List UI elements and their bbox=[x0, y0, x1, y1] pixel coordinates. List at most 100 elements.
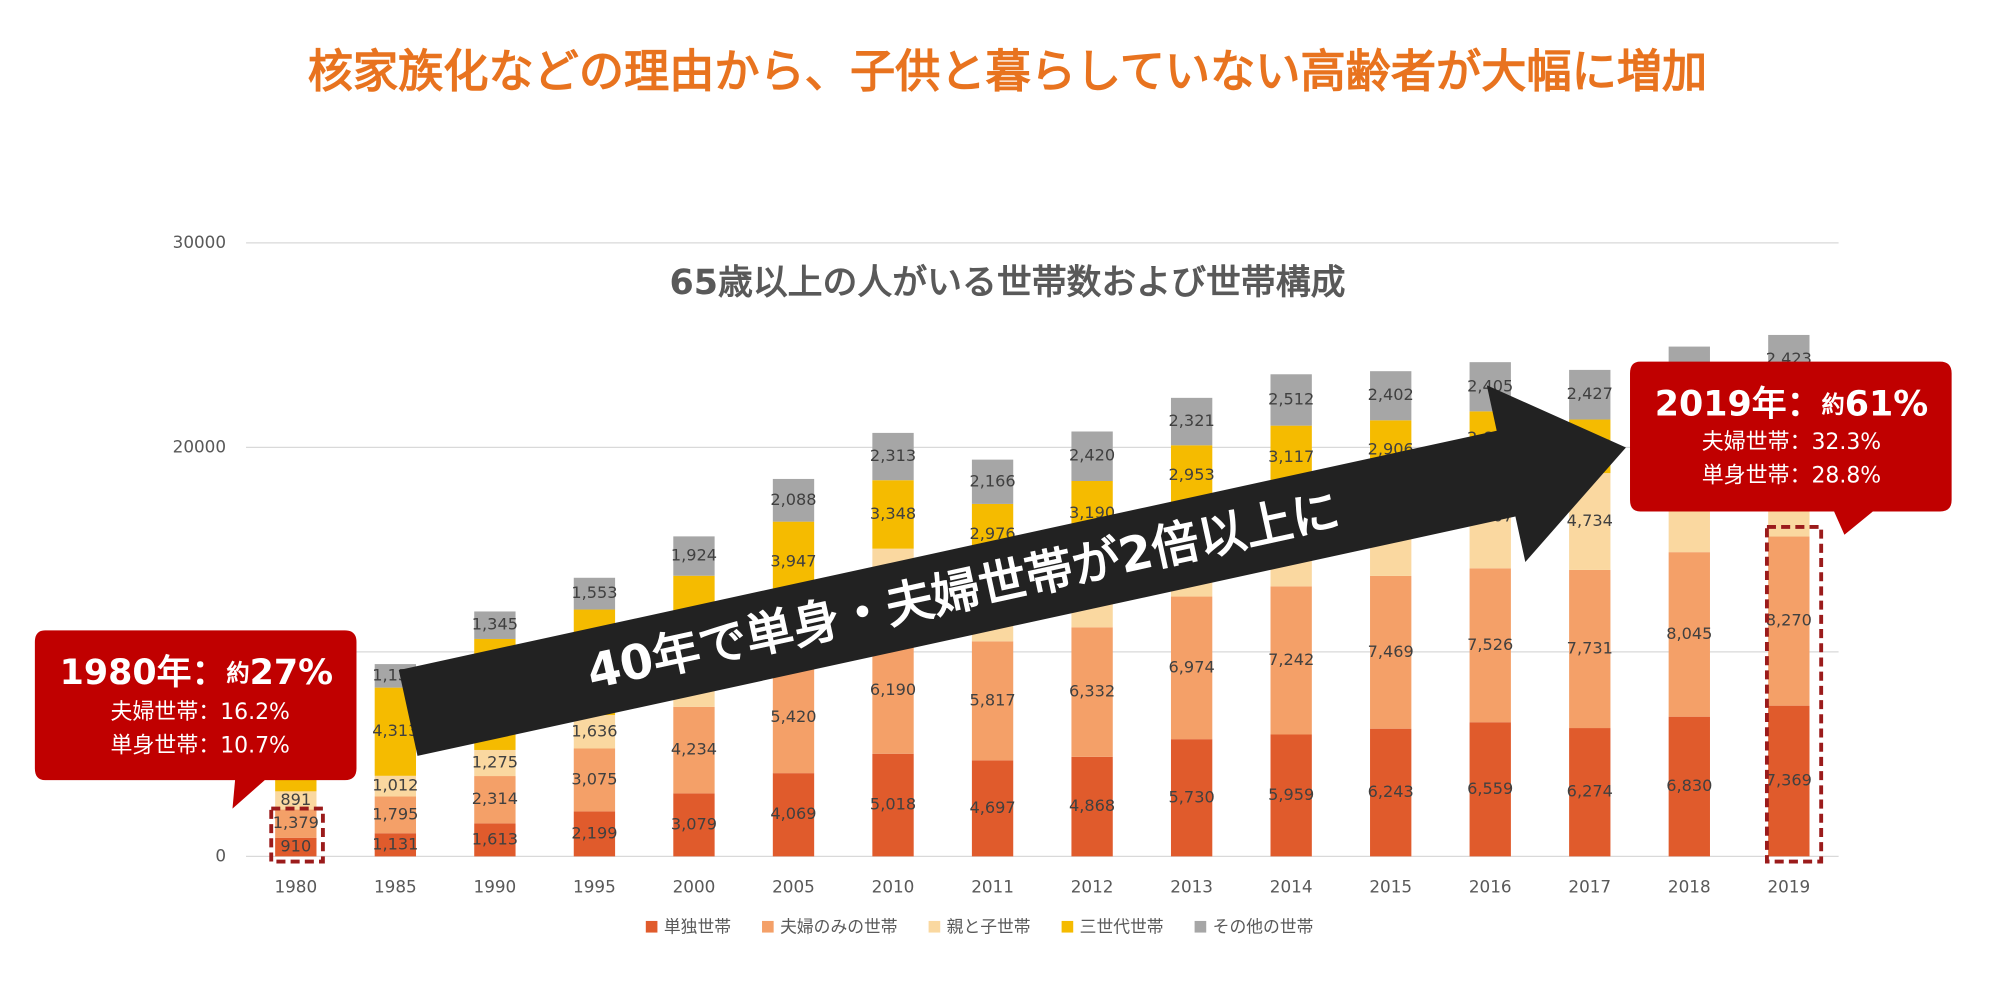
bar-segment bbox=[275, 809, 317, 838]
y-tick-label: 20000 bbox=[173, 436, 226, 456]
x-tick-label: 2019 bbox=[1767, 876, 1810, 896]
bar-segment bbox=[1170, 596, 1213, 740]
bar-segment bbox=[673, 793, 715, 857]
legend-label: 夫婦のみの世帯 bbox=[780, 916, 897, 936]
data-label: 2,512 bbox=[1268, 389, 1314, 408]
data-label: 6,830 bbox=[1666, 776, 1712, 795]
bar-segment bbox=[1768, 705, 1810, 857]
bar-segment bbox=[772, 478, 815, 522]
data-label: 910 bbox=[280, 837, 311, 856]
bar-segment bbox=[573, 811, 616, 857]
data-label: 1,345 bbox=[472, 615, 518, 634]
data-label: 2,166 bbox=[969, 471, 1015, 490]
data-label: 5,730 bbox=[1169, 787, 1215, 806]
legend-label: 親と子世帯 bbox=[947, 916, 1031, 936]
data-label: 6,190 bbox=[870, 680, 916, 699]
bar-segment bbox=[1469, 722, 1511, 857]
bar-segment bbox=[374, 796, 417, 834]
x-tick-label: 2014 bbox=[1270, 876, 1313, 896]
highlight-box bbox=[269, 806, 325, 864]
data-label: 2,199 bbox=[571, 823, 617, 842]
legend-swatch bbox=[928, 920, 941, 933]
bar-segment bbox=[1569, 728, 1611, 857]
callout-heading: 2019年：約61% bbox=[1655, 385, 1928, 425]
bar-segment bbox=[1170, 739, 1213, 857]
bar-segment bbox=[1071, 431, 1113, 481]
callout: 2019年：約61% 夫婦世帯：32.3% 単身世帯：28.8% bbox=[1630, 361, 1952, 535]
bar-segment bbox=[673, 706, 715, 794]
bar-segment bbox=[474, 611, 516, 639]
callout-percent: 61% bbox=[1845, 385, 1928, 425]
callout: 1980年：約27% 夫婦世帯：16.2% 単身世帯：10.7% bbox=[34, 630, 357, 809]
bar-segment bbox=[474, 749, 516, 777]
data-label: 7,469 bbox=[1368, 642, 1414, 661]
x-tick-label: 2017 bbox=[1568, 876, 1611, 896]
highlight-box bbox=[1764, 525, 1824, 864]
legend-label: その他の世帯 bbox=[1213, 916, 1314, 936]
legend-swatch bbox=[1061, 920, 1074, 933]
callout-line: 夫婦世帯：32.3% bbox=[1702, 430, 1881, 455]
arrow-shape bbox=[398, 385, 1626, 756]
data-label: 4,868 bbox=[1069, 796, 1115, 815]
data-label: 2,402 bbox=[1368, 385, 1414, 404]
data-label: 4,697 bbox=[969, 798, 1015, 817]
data-label: 7,731 bbox=[1567, 638, 1613, 657]
bar-segment bbox=[872, 432, 914, 481]
callout-line: 単身世帯：28.8% bbox=[1702, 464, 1881, 489]
data-label: 3,348 bbox=[870, 504, 916, 523]
data-label: 1,012 bbox=[372, 776, 418, 795]
data-label: 6,332 bbox=[1069, 682, 1115, 701]
bar-segment bbox=[1668, 716, 1710, 857]
bar-segment bbox=[1071, 627, 1113, 757]
bar-segment bbox=[474, 776, 516, 824]
x-tick-label: 1980 bbox=[274, 876, 317, 896]
y-tick-label: 30000 bbox=[173, 232, 226, 252]
bar-segment bbox=[772, 773, 815, 857]
data-label: 4,734 bbox=[1567, 511, 1613, 530]
data-label: 8,045 bbox=[1666, 624, 1712, 643]
data-label: 4,069 bbox=[770, 804, 816, 823]
bar-segment bbox=[1569, 569, 1611, 729]
callout-year: 1980年： bbox=[60, 653, 227, 693]
bar-segment bbox=[1569, 369, 1611, 420]
x-tick-label: 2011 bbox=[971, 876, 1014, 896]
page-title: 核家族化などの理由から、子供と暮らしていない高齢者が大幅に増加 bbox=[308, 45, 1707, 98]
legend-swatch bbox=[762, 920, 774, 933]
x-tick-label: 1985 bbox=[374, 876, 417, 896]
callout-year: 2019年： bbox=[1655, 385, 1822, 425]
bar-segment bbox=[374, 833, 417, 857]
callout-box bbox=[1630, 361, 1952, 535]
data-label: 1,613 bbox=[472, 829, 518, 848]
data-label: 891 bbox=[280, 790, 311, 809]
x-tick-label: 2010 bbox=[872, 876, 915, 896]
legend-label: 単独世帯 bbox=[664, 916, 731, 936]
bar-segment bbox=[872, 753, 914, 857]
bar-segment bbox=[1170, 397, 1213, 446]
bar-segment bbox=[1370, 371, 1412, 421]
data-label: 8,270 bbox=[1766, 611, 1812, 630]
data-label: 5,420 bbox=[770, 707, 816, 726]
x-tick-label: 2018 bbox=[1668, 876, 1711, 896]
bar-segment bbox=[1668, 552, 1710, 717]
data-label: 1,379 bbox=[273, 813, 319, 832]
x-tick-label: 2016 bbox=[1469, 876, 1512, 896]
bar-segment bbox=[673, 536, 715, 576]
bar-segment bbox=[971, 641, 1014, 761]
x-tick-label: 2000 bbox=[673, 876, 716, 896]
bar-segment bbox=[374, 775, 417, 797]
data-label: 2,313 bbox=[870, 446, 916, 465]
data-label: 7,526 bbox=[1467, 635, 1513, 654]
callout-approx: 約 bbox=[226, 660, 249, 687]
data-label: 1,275 bbox=[472, 753, 518, 772]
y-tick-label: 0 bbox=[215, 845, 226, 865]
legend-swatch bbox=[1194, 920, 1207, 933]
data-label: 3,117 bbox=[1268, 447, 1314, 466]
data-label: 2,953 bbox=[1169, 465, 1215, 484]
data-label: 2,427 bbox=[1567, 384, 1613, 403]
bar-segment bbox=[772, 662, 815, 774]
data-label: 5,817 bbox=[969, 690, 1015, 709]
data-label: 7,242 bbox=[1268, 650, 1314, 669]
bar-segment bbox=[1270, 586, 1312, 735]
